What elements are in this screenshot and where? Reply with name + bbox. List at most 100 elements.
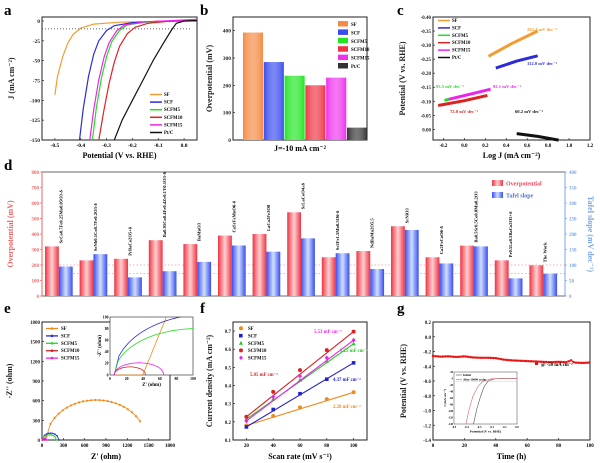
y-tick-label: 0.4: [225, 385, 232, 390]
data-point: [512, 359, 515, 362]
capacitance-annotation: 2.28 mF cm⁻²: [333, 404, 361, 410]
bar-highlight: [263, 62, 284, 140]
legend-label: SCFM15: [164, 123, 183, 128]
data-point: [552, 360, 555, 364]
bar-tafel-slope: [162, 271, 177, 296]
legend-marker: [535, 362, 538, 365]
legend-label: Pt/C: [164, 131, 174, 136]
y-tick-label: 400: [223, 29, 232, 35]
inset-y-tick-label: 60: [105, 339, 109, 343]
data-point: [106, 400, 109, 403]
legend-swatch-overpotential: [492, 180, 503, 186]
data-point: [504, 358, 507, 361]
legend-marker: [50, 349, 54, 353]
x-tick-label: 60: [525, 444, 531, 449]
y2-tick-label: 50: [569, 280, 575, 285]
inset-x-tick-label: 0.0: [515, 426, 519, 429]
data-point: [298, 368, 302, 373]
data-point: [244, 418, 249, 424]
data-point: [45, 439, 48, 441]
series-line-scf: [78, 20, 198, 141]
tafel-slope-annotation: 112.0 mV dec⁻¹: [527, 61, 557, 66]
y-tick-label: -100: [30, 98, 40, 104]
series-line-ptc: [516, 132, 559, 142]
y-axis-label: Potential (V vs. RHE): [398, 41, 407, 115]
legend-label: SCFM5: [452, 34, 469, 39]
data-point: [52, 432, 54, 435]
data-point: [126, 408, 129, 411]
legend-label: Pt/C: [452, 56, 462, 61]
data-point: [441, 355, 445, 358]
legend-label: SCFM10: [164, 116, 183, 121]
inset-x-tick-label: -0.3: [477, 426, 482, 429]
legend-marker: [239, 355, 243, 360]
y-tick-label: 300: [223, 56, 232, 62]
y-tick-label: -0.6: [423, 380, 431, 385]
data-point: [439, 355, 442, 358]
y-tick-label: -0.10: [421, 100, 432, 105]
data-point: [271, 414, 276, 419]
data-point: [549, 361, 553, 364]
bar-highlight: [284, 75, 305, 140]
data-point: [527, 360, 530, 363]
panel-d-comparison-bar-chart: 0 100 200 300 400 500 600 700 800 0 50 100 150 200 250…: [6, 171, 595, 300]
data-point: [449, 355, 452, 358]
legend-swatch-tafel: [492, 192, 503, 198]
legend-marker: [239, 340, 243, 345]
y-tick-label: 0.5: [225, 366, 232, 371]
legend-marker: [50, 327, 54, 330]
bar-tafel-slope: [404, 229, 419, 296]
fit-line-scfm15: [246, 339, 354, 422]
y-tick-label: -0.25: [421, 58, 432, 63]
inset-x-tick-label: 20: [125, 377, 129, 381]
series-line-scfm5: [444, 97, 450, 102]
y-tick-label: -50: [33, 59, 41, 65]
bar-overpotential: [252, 234, 267, 296]
data-point: [47, 432, 50, 435]
data-point: [587, 361, 590, 364]
x-axis-label: Time (h): [497, 452, 527, 461]
y-tick-label: -25: [33, 39, 41, 45]
data-point: [351, 329, 356, 334]
y-tick-label: -0.05: [421, 114, 432, 119]
x-axis-label: J=-10 mA cm⁻²: [274, 144, 327, 153]
tafel-slope-annotation: 92.1 mV dec⁻¹: [493, 84, 521, 89]
y-tick-label: -125: [30, 118, 40, 124]
data-point: [46, 434, 49, 436]
catalyst-label: SrNb0.1Co0.7Fe0.2O3-δ: [93, 203, 98, 252]
bar-highlight: [305, 85, 326, 140]
legend-label: SCFM5: [248, 342, 265, 347]
legend-label: SCFM5: [351, 40, 368, 45]
x-tick-label: 0.6: [524, 144, 531, 149]
legend-label: SCFM10: [351, 48, 370, 53]
bar-overpotential: [183, 244, 198, 296]
y-tick-label: 500: [32, 218, 40, 223]
series-line-scfm15: [89, 18, 198, 141]
data-point: [45, 433, 48, 435]
x-tick-label: -0.3: [102, 143, 111, 149]
data-point: [502, 358, 505, 361]
data-point: [244, 414, 249, 419]
y-tick-label: 100: [223, 111, 232, 117]
y-tick-label: 300: [32, 249, 40, 254]
inset-y-tick-label: -100: [448, 410, 454, 413]
y-tick-label: -0.20: [421, 72, 432, 77]
series-line-scf: [495, 54, 539, 70]
catalyst-label: Ba0.5Sr0.5Co0.8Mn0.2O3: [474, 191, 479, 243]
panel-label-b: b: [200, 3, 208, 19]
inset-y-tick-label: 20: [105, 362, 109, 366]
data-point: [271, 389, 276, 394]
panel-f-capacitance-chart: 20 40 60 80 100 0.1 0.2 0.3 0.4 0.5 0.6 0.7 Scan rat…: [205, 321, 368, 461]
data-point: [82, 400, 85, 403]
data-point: [54, 433, 56, 436]
data-point: [534, 360, 538, 363]
data-point: [49, 432, 52, 434]
data-point: [351, 390, 356, 395]
y-tick-label: 0.0: [425, 336, 432, 341]
inset-nyquist-scf: [113, 317, 183, 375]
legend-marker: [239, 326, 243, 331]
catalyst-label: PrBaCo2O5+δ: [128, 226, 133, 256]
panel-label-a: a: [4, 3, 12, 19]
panel-b-overpotential-bar-chart: 0 100 200 300 400 J=-10 mA cm⁻² Overpotential …: [205, 16, 370, 153]
